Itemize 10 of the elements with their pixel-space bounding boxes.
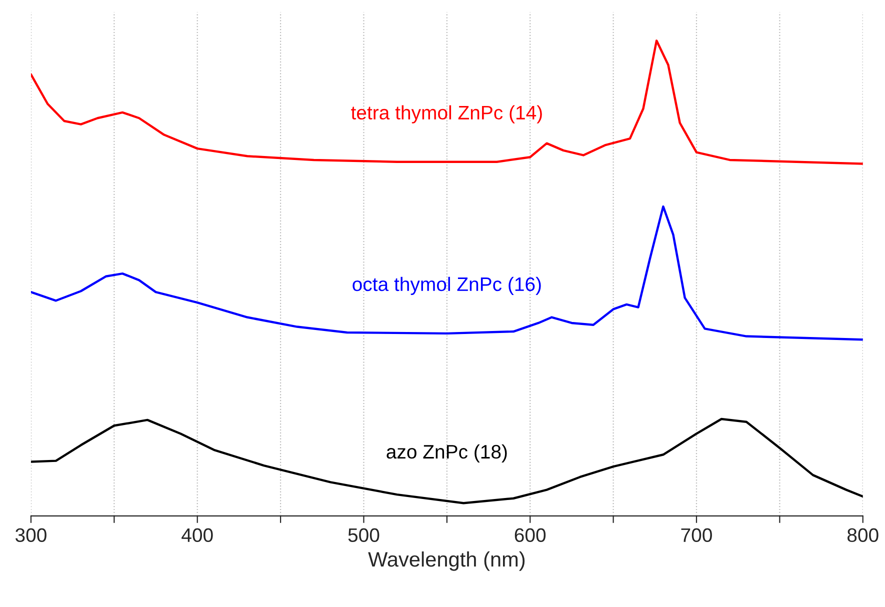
- series-label: azo ZnPc (18): [386, 444, 507, 463]
- x-tick-label: 300: [15, 528, 46, 542]
- x-tick-label: 700: [681, 528, 712, 542]
- x-tick-label: 400: [182, 528, 213, 542]
- series-label: octa thymol ZnPc (16): [352, 276, 541, 295]
- x-tick-label: 800: [848, 528, 878, 542]
- x-axis-title: Wavelength (nm): [368, 551, 525, 571]
- x-tick-label: 600: [514, 528, 546, 542]
- x-tick-label: 500: [348, 528, 380, 542]
- series-label: tetra thymol ZnPc (14): [351, 105, 542, 124]
